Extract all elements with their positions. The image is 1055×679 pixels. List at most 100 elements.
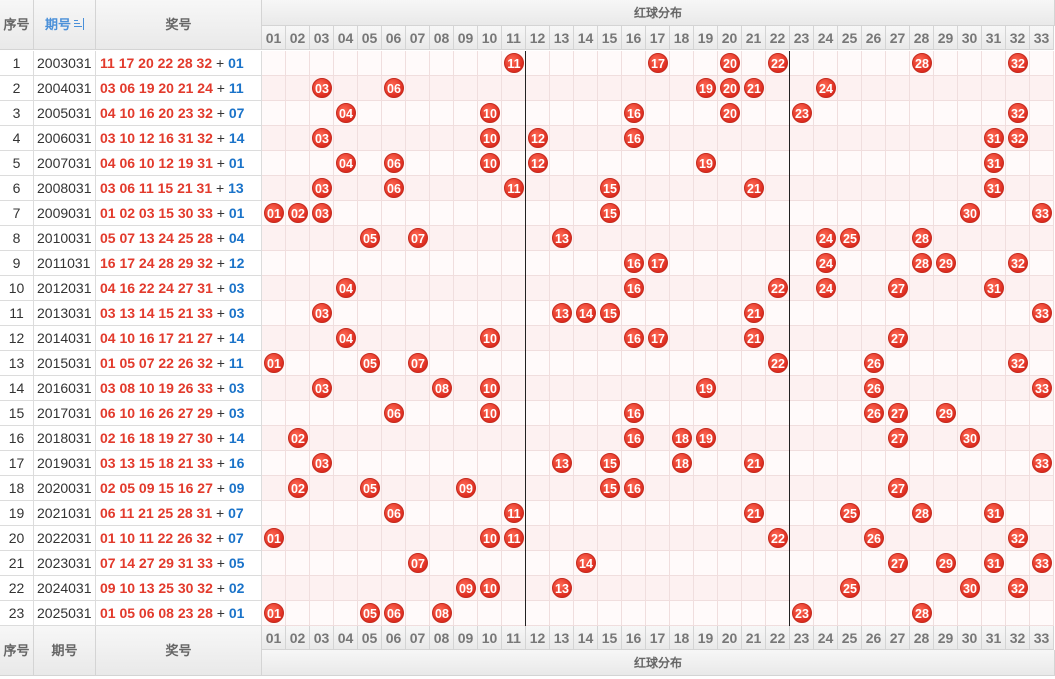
row-issue[interactable]: 2018031 xyxy=(34,426,96,451)
column-number-15[interactable]: 15 xyxy=(598,26,622,50)
column-number-14[interactable]: 14 xyxy=(574,26,598,50)
grid-cell xyxy=(358,376,382,401)
row-issue[interactable]: 2007031 xyxy=(34,151,96,176)
column-number-10[interactable]: 10 xyxy=(478,26,502,50)
grid-cell xyxy=(1030,51,1054,76)
column-number-04[interactable]: 04 xyxy=(334,26,358,50)
column-number-32[interactable]: 32 xyxy=(1006,26,1030,50)
row-issue[interactable]: 2006031 xyxy=(34,126,96,151)
footer-column-number-22: 22 xyxy=(766,626,790,650)
grid-cell xyxy=(406,426,430,451)
row-issue[interactable]: 2003031 xyxy=(34,51,96,76)
column-number-07[interactable]: 07 xyxy=(406,26,430,50)
row-issue[interactable]: 2013031 xyxy=(34,301,96,326)
column-number-12[interactable]: 12 xyxy=(526,26,550,50)
row-issue[interactable]: 2024031 xyxy=(34,576,96,601)
sort-icon[interactable] xyxy=(74,18,84,30)
column-number-02[interactable]: 02 xyxy=(286,26,310,50)
row-issue[interactable]: 2022031 xyxy=(34,526,96,551)
grid-cell xyxy=(478,226,502,251)
red-ball: 03 xyxy=(312,178,332,198)
column-number-11[interactable]: 11 xyxy=(502,26,526,50)
row-issue[interactable]: 2009031 xyxy=(34,201,96,226)
column-number-29[interactable]: 29 xyxy=(934,26,958,50)
row-issue[interactable]: 2014031 xyxy=(34,326,96,351)
grid-cell xyxy=(766,76,790,101)
column-number-28[interactable]: 28 xyxy=(910,26,934,50)
column-number-09[interactable]: 09 xyxy=(454,26,478,50)
column-number-17[interactable]: 17 xyxy=(646,26,670,50)
column-number-27[interactable]: 27 xyxy=(886,26,910,50)
row-award-numbers: 03 13 15 18 21 33 + 16 xyxy=(96,451,262,476)
grid-cell xyxy=(598,501,622,526)
grid-cell xyxy=(454,51,478,76)
column-number-06[interactable]: 06 xyxy=(382,26,406,50)
column-number-20[interactable]: 20 xyxy=(718,26,742,50)
column-number-22[interactable]: 22 xyxy=(766,26,790,50)
row-seq: 14 xyxy=(0,376,34,401)
grid-cell xyxy=(718,301,742,326)
row-award-numbers: 04 06 10 12 19 31 + 01 xyxy=(96,151,262,176)
grid-cell xyxy=(1006,276,1030,301)
row-issue[interactable]: 2025031 xyxy=(34,601,96,626)
grid-cell xyxy=(838,126,862,151)
row-issue[interactable]: 2012031 xyxy=(34,276,96,301)
row-issue[interactable]: 2011031 xyxy=(34,251,96,276)
column-number-30[interactable]: 30 xyxy=(958,26,982,50)
column-number-18[interactable]: 18 xyxy=(670,26,694,50)
grid-cell xyxy=(262,126,286,151)
grid-cell xyxy=(478,276,502,301)
grid-cell xyxy=(622,601,646,626)
header-award-label[interactable]: 奖号 xyxy=(96,0,262,50)
grid-cell xyxy=(502,351,526,376)
column-number-19[interactable]: 19 xyxy=(694,26,718,50)
row-issue[interactable]: 2005031 xyxy=(34,101,96,126)
red-ball: 22 xyxy=(768,53,788,73)
column-number-08[interactable]: 08 xyxy=(430,26,454,50)
column-number-01[interactable]: 01 xyxy=(262,26,286,50)
row-issue[interactable]: 2019031 xyxy=(34,451,96,476)
column-number-05[interactable]: 05 xyxy=(358,26,382,50)
row-issue[interactable]: 2015031 xyxy=(34,351,96,376)
grid-cell xyxy=(694,526,718,551)
row-issue[interactable]: 2010031 xyxy=(34,226,96,251)
row-issue[interactable]: 2017031 xyxy=(34,401,96,426)
grid-cell xyxy=(262,376,286,401)
award-red-numbers: 11 17 20 22 28 32 xyxy=(100,55,213,71)
grid-cell xyxy=(502,76,526,101)
header-seq-label[interactable]: 序号 xyxy=(0,0,34,50)
grid-cell xyxy=(262,426,286,451)
grid-cell xyxy=(790,326,814,351)
column-number-16[interactable]: 16 xyxy=(622,26,646,50)
grid-cell xyxy=(622,576,646,601)
red-ball: 15 xyxy=(600,178,620,198)
grid-cell xyxy=(502,576,526,601)
column-number-03[interactable]: 03 xyxy=(310,26,334,50)
header-issue-label[interactable]: 期号 xyxy=(34,0,96,50)
column-number-23[interactable]: 23 xyxy=(790,26,814,50)
red-ball: 32 xyxy=(1008,353,1028,373)
grid-cell xyxy=(334,376,358,401)
column-number-31[interactable]: 31 xyxy=(982,26,1006,50)
row-issue[interactable]: 2021031 xyxy=(34,501,96,526)
row-issue[interactable]: 2004031 xyxy=(34,76,96,101)
grid-cell xyxy=(430,576,454,601)
grid-cell xyxy=(334,251,358,276)
row-issue[interactable]: 2023031 xyxy=(34,551,96,576)
grid-cell xyxy=(310,326,334,351)
grid-cell xyxy=(742,401,766,426)
column-number-26[interactable]: 26 xyxy=(862,26,886,50)
row-issue[interactable]: 2016031 xyxy=(34,376,96,401)
grid-cell xyxy=(358,101,382,126)
column-number-21[interactable]: 21 xyxy=(742,26,766,50)
grid-cell xyxy=(766,301,790,326)
grid-cell xyxy=(310,101,334,126)
row-issue[interactable]: 2020031 xyxy=(34,476,96,501)
grid-cell xyxy=(814,576,838,601)
column-number-24[interactable]: 24 xyxy=(814,26,838,50)
row-issue[interactable]: 2008031 xyxy=(34,176,96,201)
column-number-25[interactable]: 25 xyxy=(838,26,862,50)
column-number-33[interactable]: 33 xyxy=(1030,26,1054,50)
grid-cell xyxy=(646,176,670,201)
column-number-13[interactable]: 13 xyxy=(550,26,574,50)
